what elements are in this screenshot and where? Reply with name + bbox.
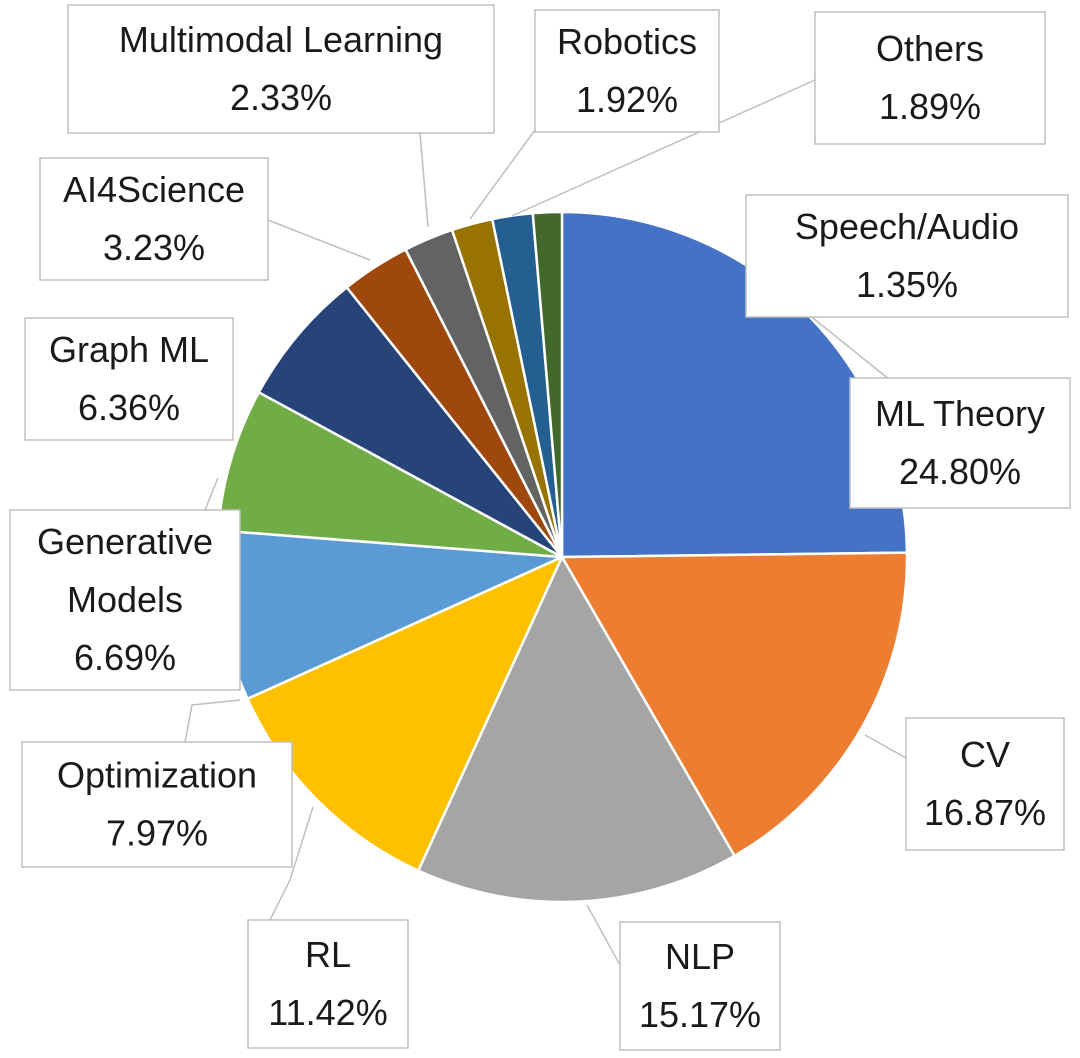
data-label-box <box>247 919 409 1049</box>
data-label-category: AI4Science <box>63 169 245 210</box>
data-label-value: 11.42% <box>268 992 387 1033</box>
pie-slice-nlp <box>417 555 736 904</box>
leader-line-rl <box>269 806 314 921</box>
pie-slice-rl <box>246 555 564 872</box>
data-label-category: Multimodal Learning <box>119 19 443 60</box>
leader-line-generative-models <box>204 477 219 511</box>
data-label-category: NLP <box>665 936 735 977</box>
data-label-generative-models: Generative Models 6.69% <box>9 509 241 691</box>
pie-slice-speech-audio <box>531 210 564 559</box>
data-label-value: 1.89% <box>879 86 981 127</box>
data-label-category: CV <box>960 734 1010 775</box>
leader-line-ai4science <box>267 219 371 261</box>
data-label-optimization: Optimization 7.97% <box>21 741 293 868</box>
pie-slice-cv <box>560 551 909 858</box>
data-label-robotics: Robotics 1.92% <box>534 9 720 133</box>
data-label-box <box>534 9 720 133</box>
data-label-category: Speech/Audio <box>795 206 1019 247</box>
data-label-box <box>745 194 1069 318</box>
data-label-nlp: NLP 15.17% <box>619 921 781 1051</box>
data-label-category: Models <box>67 579 183 620</box>
leader-line-robotics <box>469 129 536 220</box>
data-label-value: 24.80% <box>899 451 1021 492</box>
data-label-value: 6.36% <box>78 387 180 428</box>
data-label-category: Generative <box>37 521 213 562</box>
data-label-value: 3.23% <box>103 227 205 268</box>
data-labels: ML Theory 24.80% CV 16.87% NLP 15.17% RL 11.42%… <box>9 4 1071 1051</box>
data-label-value: 1.35% <box>856 264 958 305</box>
data-label-box <box>905 717 1065 851</box>
data-label-value: 2.33% <box>230 77 332 118</box>
data-label-graph-ml: Graph ML 6.36% <box>24 317 234 441</box>
data-label-box <box>9 509 241 691</box>
data-label-category: Robotics <box>557 21 697 62</box>
data-label-category: Others <box>876 28 984 69</box>
data-label-box <box>619 921 781 1051</box>
data-label-box <box>67 4 495 134</box>
data-label-value: 7.97% <box>106 813 208 854</box>
data-label-value: 16.87% <box>924 792 1046 833</box>
data-label-box <box>814 11 1046 145</box>
leader-line-cv <box>864 734 907 759</box>
data-label-value: 15.17% <box>639 994 761 1035</box>
leader-line-others <box>511 79 816 217</box>
data-label-category: ML Theory <box>875 393 1045 434</box>
data-label-category: Graph ML <box>49 329 209 370</box>
leader-line-nlp <box>586 904 621 966</box>
data-label-others: Others 1.89% <box>814 11 1046 145</box>
data-label-box <box>849 377 1071 509</box>
data-label-box <box>24 317 234 441</box>
data-label-box <box>39 157 269 281</box>
data-label-rl: RL 11.42% <box>247 919 409 1049</box>
leader-line-multimodal-learning <box>419 132 429 228</box>
leader-line-optimization <box>184 699 241 743</box>
data-label-ai4science: AI4Science 3.23% <box>39 157 269 281</box>
data-label-box <box>21 741 293 868</box>
data-label-ml-theory: ML Theory 24.80% <box>849 377 1071 509</box>
data-label-cv: CV 16.87% <box>905 717 1065 851</box>
data-label-value: 1.92% <box>576 79 678 120</box>
data-label-speech-audio: Speech/Audio 1.35% <box>745 194 1069 318</box>
data-label-category: Optimization <box>57 755 257 796</box>
data-label-value: 6.69% <box>74 637 176 678</box>
data-label-category: RL <box>305 934 351 975</box>
data-label-multimodal-learning: Multimodal Learning 2.33% <box>67 4 495 134</box>
pie-slice-graph-ml <box>257 286 564 559</box>
